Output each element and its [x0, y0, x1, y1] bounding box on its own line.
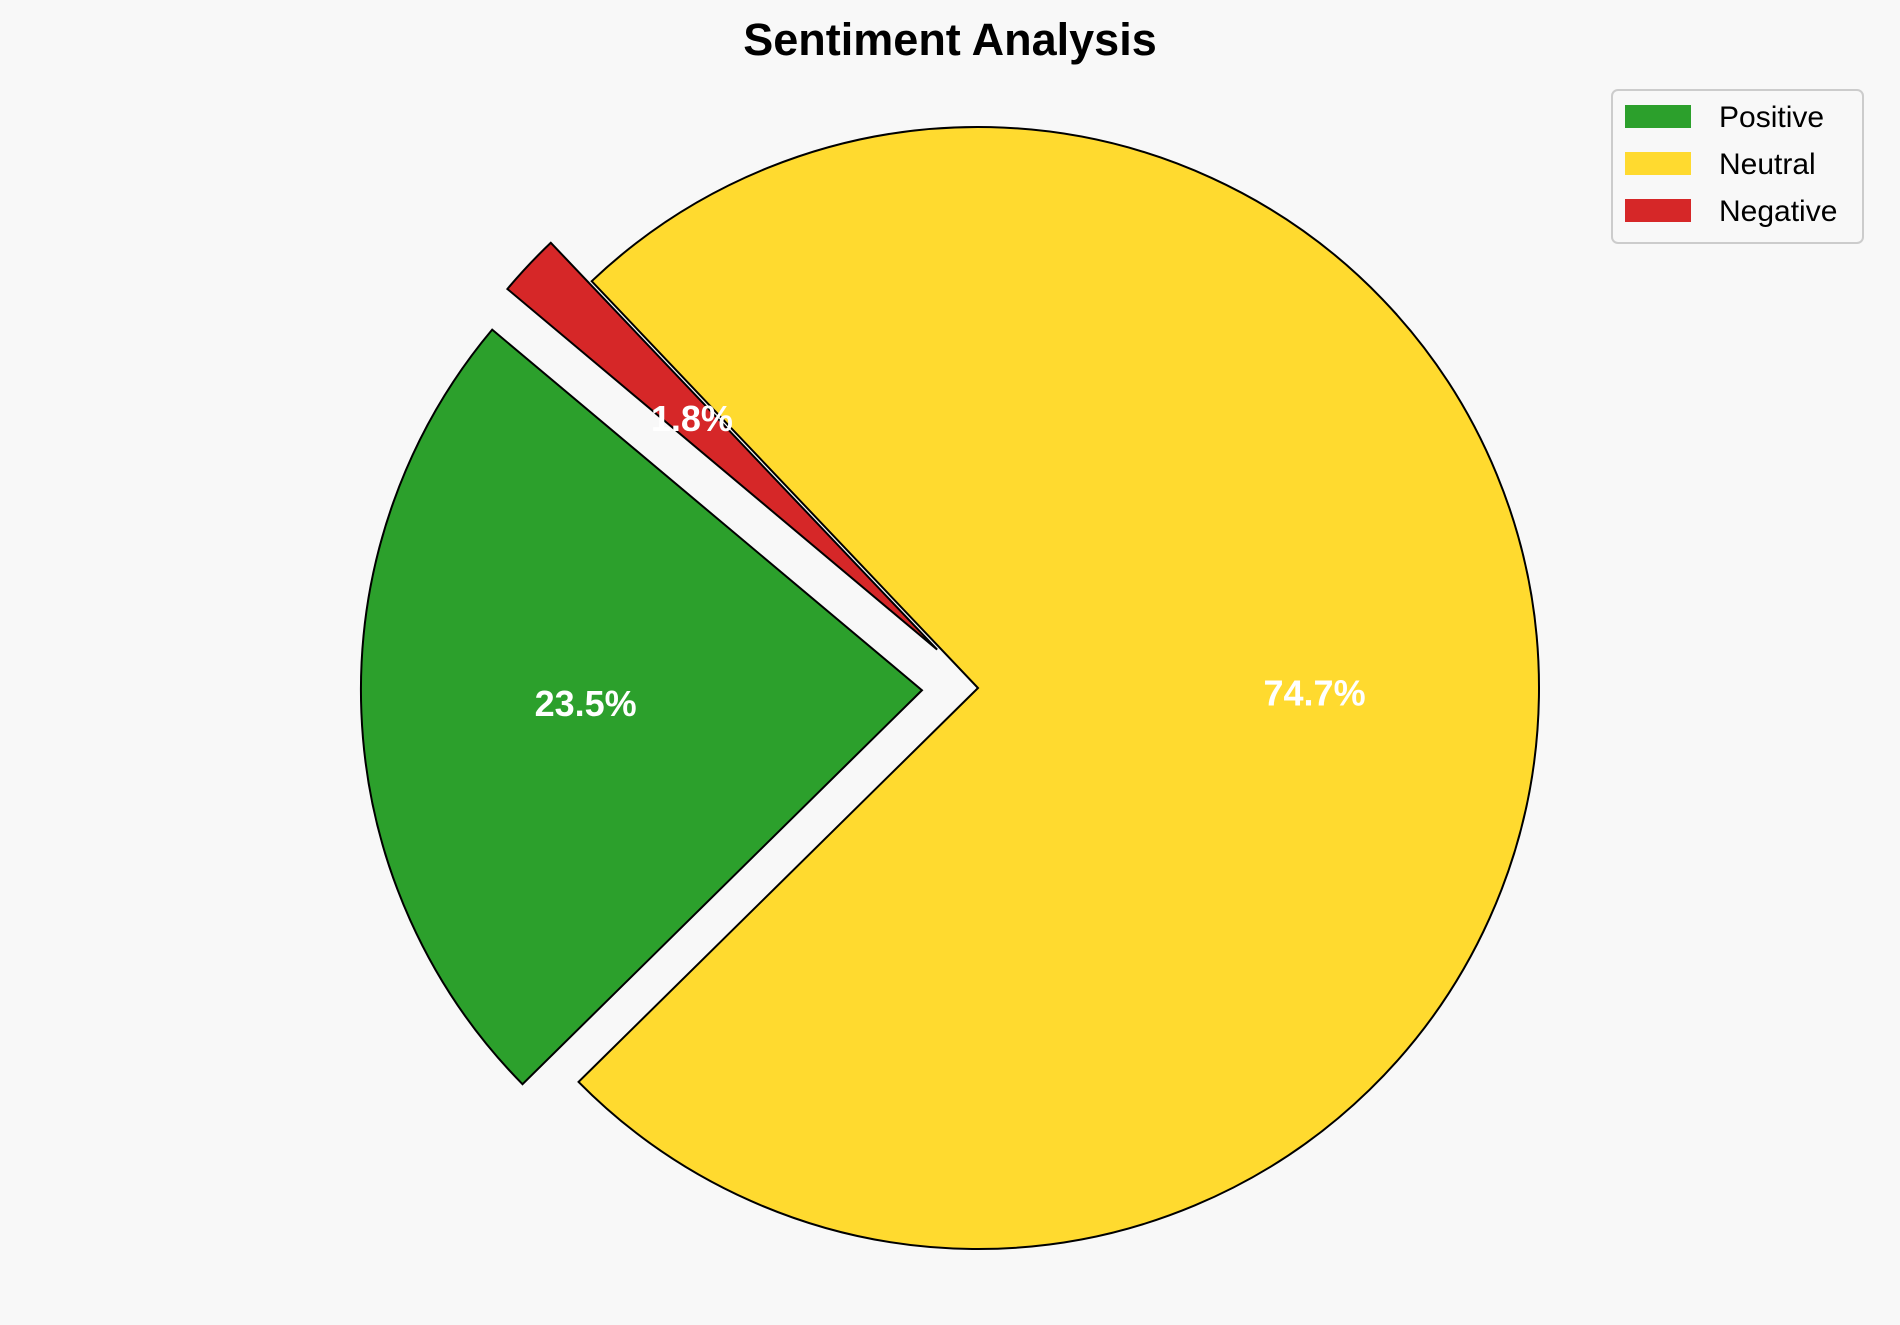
pie-slices	[359, 126, 1540, 1250]
legend-label-positive: Positive	[1719, 101, 1824, 134]
legend-swatch-neutral	[1625, 152, 1691, 175]
legend-swatch-positive	[1625, 105, 1691, 128]
slice-label-positive: 23.5%	[535, 683, 637, 724]
chart-title: Sentiment Analysis	[743, 14, 1156, 65]
slice-label-negative: 1.8%	[651, 398, 733, 439]
legend-label-neutral: Neutral	[1719, 148, 1816, 181]
slice-label-neutral: 74.7%	[1264, 673, 1366, 714]
pie-slice-neutral	[577, 126, 1540, 1250]
legend: Positive Neutral Negative	[1611, 89, 1864, 244]
pie-slice-negative	[505, 241, 938, 651]
legend-swatch-negative	[1625, 199, 1691, 222]
pie-slice-positive	[359, 328, 924, 1086]
legend-label-negative: Negative	[1719, 195, 1837, 228]
pie-labels: 23.5% 74.7% 1.8%	[535, 398, 1366, 724]
